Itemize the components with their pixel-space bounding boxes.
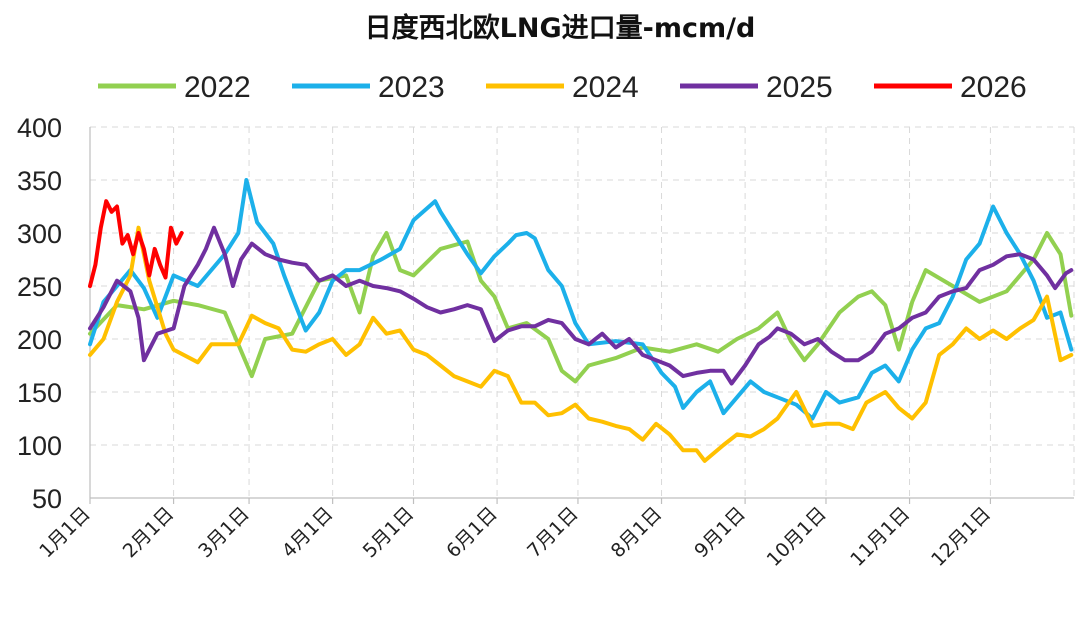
x-tick-label: 11月1日 (846, 503, 914, 571)
axes (89, 127, 1074, 499)
x-tick-label: 4月1日 (278, 503, 338, 563)
series-line-2023 (88, 178, 1074, 421)
series-line-2026 (88, 199, 184, 288)
series-line-2025 (88, 225, 1074, 386)
legend-label-2024: 2024 (572, 71, 639, 104)
y-axis-ticks: 50 100 150 200 250 300 350 400 (17, 113, 62, 514)
legend-label-2025: 2025 (766, 71, 833, 104)
x-tick-label: 8月1日 (607, 503, 667, 563)
x-tick-label: 9月1日 (690, 503, 750, 563)
series-line-2022 (88, 231, 1074, 384)
y-tick-label: 200 (17, 325, 62, 355)
y-tick-label: 50 (32, 484, 62, 514)
x-tick-label: 2月1日 (119, 503, 179, 563)
x-tick-label: 6月1日 (442, 503, 502, 563)
legend: 2022 2023 2024 2025 2026 (98, 71, 1027, 104)
y-tick-label: 300 (17, 219, 62, 249)
x-axis-ticks: 1月1日 2月1日 3月1日 4月1日 5月1日 6月1日 7月1日 8月1日 9月1日 10月1… (35, 498, 995, 571)
y-tick-label: 400 (17, 113, 62, 143)
x-tick-label: 7月1日 (523, 503, 583, 563)
legend-label-2023: 2023 (378, 71, 445, 104)
x-tick-label: 10月1日 (763, 503, 831, 571)
x-tick-label: 5月1日 (359, 503, 419, 563)
x-tick-label: 12月1日 (927, 503, 995, 571)
y-tick-label: 350 (17, 166, 62, 196)
y-tick-label: 150 (17, 378, 62, 408)
series-line-2024 (88, 225, 1074, 463)
y-tick-label: 100 (17, 431, 62, 461)
legend-label-2026: 2026 (960, 71, 1027, 104)
x-tick-label: 3月1日 (194, 503, 254, 563)
y-tick-label: 250 (17, 272, 62, 302)
series-lines (88, 178, 1074, 463)
legend-label-2022: 2022 (184, 71, 251, 104)
chart-title: 日度西北欧LNG进口量-mcm/d (365, 12, 756, 44)
